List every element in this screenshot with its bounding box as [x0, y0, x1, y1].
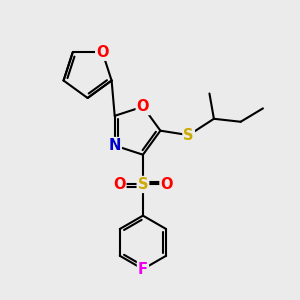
Text: S: S [183, 128, 194, 142]
Text: O: O [96, 45, 109, 60]
Text: O: O [113, 177, 125, 192]
Text: S: S [138, 177, 148, 192]
Text: O: O [160, 177, 173, 192]
Text: N: N [109, 138, 121, 153]
Text: F: F [138, 262, 148, 277]
Text: O: O [137, 99, 149, 114]
